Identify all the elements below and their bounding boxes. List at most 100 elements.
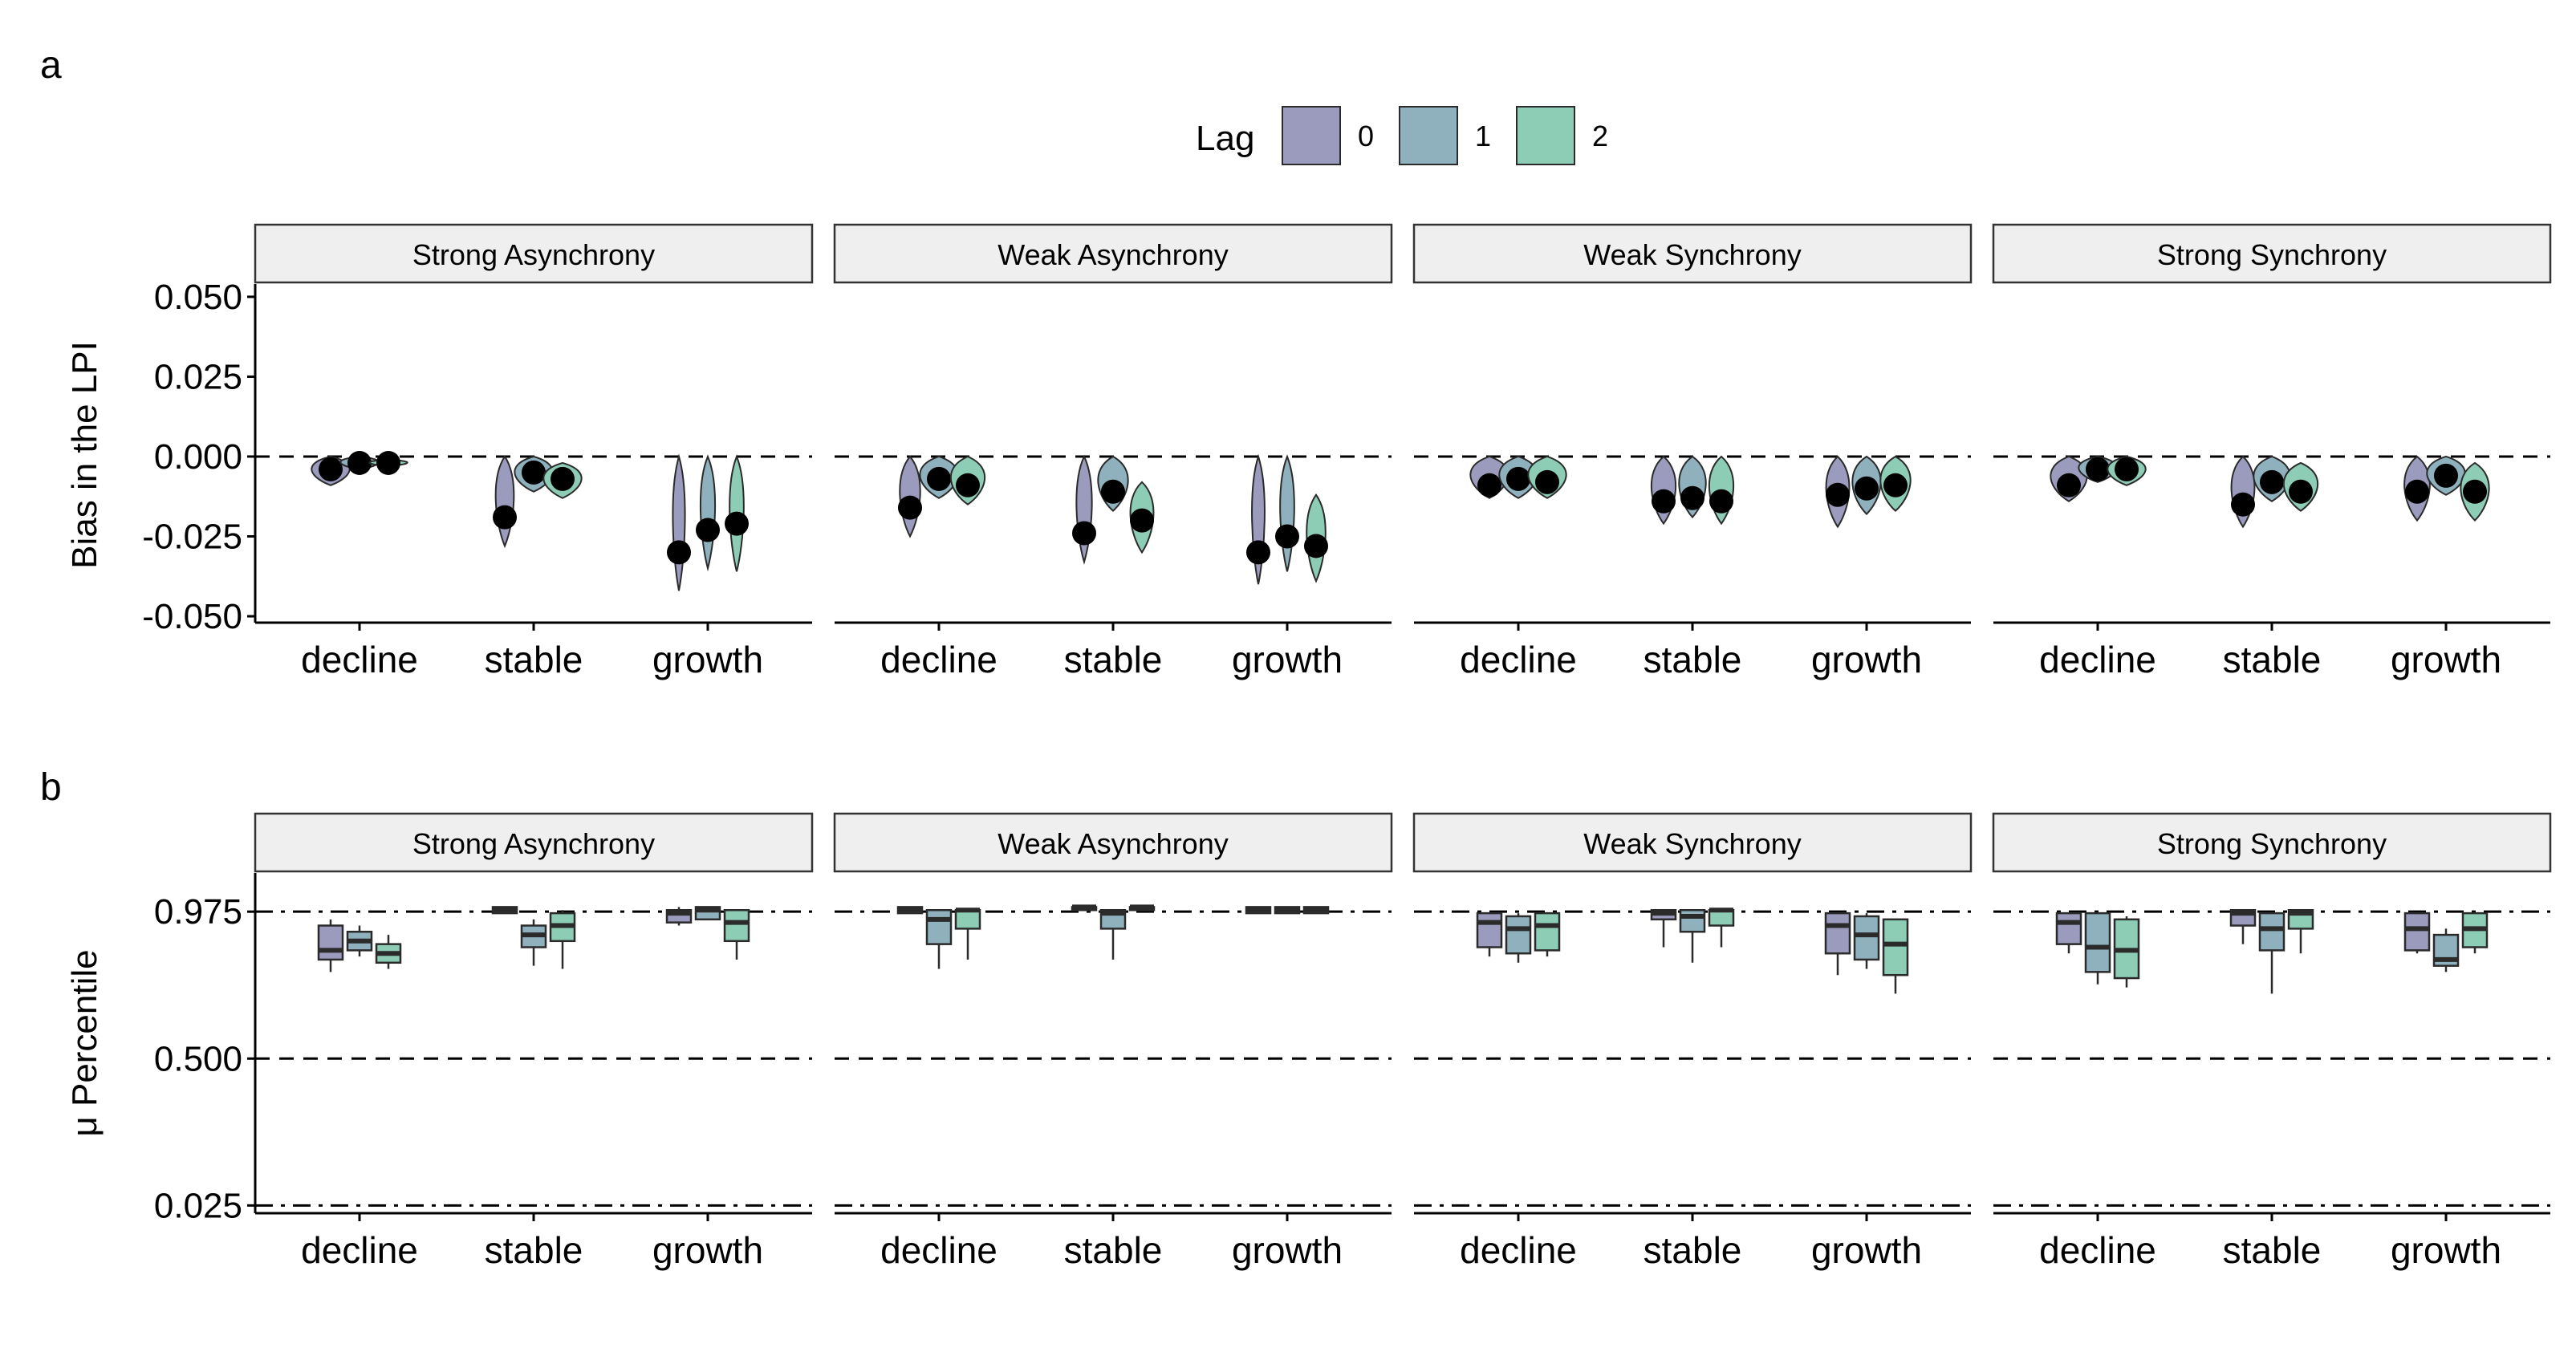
x-tick-label: stable: [2223, 1229, 2322, 1271]
x-tick-label: decline: [2039, 1229, 2156, 1271]
mean-point: [522, 460, 546, 485]
x-tick-label: growth: [2391, 639, 2501, 680]
facet-strip: [1412, 223, 1973, 284]
mean-point: [1477, 473, 1501, 497]
mean-point: [2260, 469, 2284, 494]
box: [2403, 912, 2431, 952]
panel-b-plot: 0.975 0.500 0.025 decline stable growth declin…: [154, 873, 2550, 1271]
mean-point: [1130, 508, 1154, 533]
panel-a-tag: a: [40, 44, 62, 87]
violin: [1075, 454, 1093, 565]
mean-point: [1826, 482, 1850, 507]
facet-strip: [833, 223, 1393, 284]
legend-label-1: 1: [1475, 120, 1491, 152]
mean-point: [2289, 479, 2313, 504]
x-tick-label: decline: [880, 1229, 997, 1271]
mean-point: [1101, 479, 1125, 504]
box: [954, 909, 981, 930]
x-tick-label: decline: [1460, 639, 1577, 680]
mean-point: [1855, 476, 1879, 501]
mean-point: [1709, 489, 1733, 514]
mean-point: [1680, 485, 1704, 510]
x-tick-label: growth: [2391, 1229, 2501, 1271]
x-tick-label: growth: [1811, 1229, 1922, 1271]
legend-key-1: [1399, 106, 1458, 165]
legend-key-2: [1516, 106, 1575, 165]
x-tick-label: stable: [1644, 639, 1742, 680]
facet-strip-label: Weak Asynchrony: [997, 827, 1228, 860]
mean-point: [376, 450, 400, 475]
x-tick-label: decline: [1460, 1229, 1577, 1271]
y-tick-label: -0.025: [142, 518, 242, 557]
panel-b-strips: Strong Asynchrony Weak Asynchrony Weak S…: [254, 812, 2552, 873]
violin: [672, 453, 686, 591]
facet-strip-label: Strong Asynchrony: [412, 238, 655, 271]
box: [2055, 912, 2082, 945]
x-tick-label: stable: [1644, 1229, 1742, 1271]
mean-point: [347, 450, 372, 475]
violin: [494, 455, 515, 549]
facet-strip: [254, 812, 814, 873]
y-tick-label: 0.500: [154, 1039, 242, 1078]
facet-strip: [254, 223, 814, 284]
x-tick-label: growth: [1232, 639, 1343, 680]
mean-point: [667, 540, 691, 565]
mean-point: [1506, 466, 1530, 491]
x-tick-label: growth: [652, 1229, 763, 1271]
facet-strip: [833, 812, 1393, 873]
mean-point: [319, 457, 343, 481]
box: [2084, 912, 2111, 973]
mean-point: [898, 495, 922, 520]
panel-a-strips: Strong Asynchrony Weak Asynchrony Weak S…: [254, 223, 2552, 284]
legend-title: Lag: [1196, 119, 1254, 158]
panel-b: μ Percentile Strong Asynchrony Weak Asyn…: [65, 812, 2552, 1271]
box: [723, 909, 750, 943]
mean-point: [2057, 473, 2081, 497]
legend: Lag 0 1 2: [1196, 106, 1608, 165]
legend-key-0: [1282, 106, 1341, 165]
box: [1476, 912, 1503, 948]
facet-strip-label: Strong Synchrony: [2157, 827, 2387, 860]
y-tick-label: 0.025: [154, 1186, 242, 1225]
x-tick-label: stable: [485, 639, 583, 680]
x-tick-label: decline: [880, 639, 997, 680]
mean-point: [2405, 479, 2429, 504]
panel-a: Bias in the LPI Strong Asynchrony Weak A…: [65, 223, 2552, 680]
mean-point: [2434, 463, 2458, 488]
x-tick-label: growth: [652, 639, 763, 680]
mean-point: [2086, 457, 2110, 481]
mean-point: [1652, 489, 1676, 514]
box: [1824, 912, 1851, 955]
legend-label-2: 2: [1592, 120, 1608, 152]
box: [1505, 915, 1532, 955]
facet-strip-label: Weak Synchrony: [1583, 238, 1801, 271]
mean-point: [493, 505, 517, 530]
x-tick-label: growth: [1811, 639, 1922, 680]
facet-strip: [1992, 812, 2552, 873]
violin: [1251, 453, 1266, 585]
mean-point: [696, 518, 720, 542]
mean-point: [2463, 479, 2487, 504]
mean-point: [927, 466, 951, 491]
panel-b-ylabel: μ Percentile: [65, 949, 104, 1136]
x-tick-label: stable: [485, 1229, 583, 1271]
y-tick-label: -0.050: [142, 597, 242, 636]
violin: [1279, 454, 1295, 572]
x-tick-label: stable: [1064, 1229, 1163, 1271]
panel-a-plot: 0.050 0.025 0.000 -0.025 -0.050 decline stable…: [142, 278, 2550, 680]
box: [1679, 909, 1706, 933]
mean-point: [956, 473, 980, 497]
x-tick-label: decline: [301, 1229, 418, 1271]
box: [925, 909, 953, 945]
y-tick-label: 0.025: [154, 357, 242, 396]
facet-strip-label: Strong Asynchrony: [412, 827, 655, 860]
mean-point: [2115, 457, 2139, 481]
box: [1534, 912, 1561, 952]
facet-strip: [1412, 812, 1973, 873]
mean-point: [1535, 469, 1559, 494]
mean-point: [1275, 524, 1299, 549]
facet-strip: [1992, 223, 2552, 284]
y-tick-label: 0.050: [154, 278, 242, 317]
y-tick-label: 0.000: [154, 437, 242, 477]
